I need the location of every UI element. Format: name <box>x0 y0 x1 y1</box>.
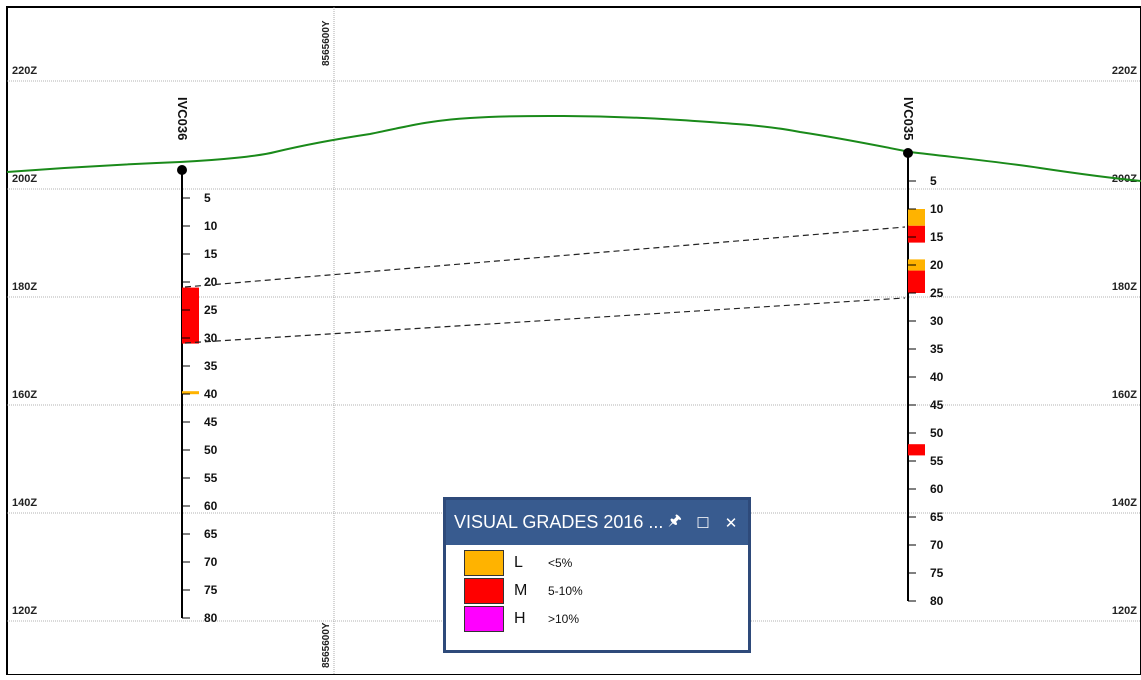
legend-swatch-high <box>464 606 504 632</box>
drillhole-ivc036: IVC036 5 10 15 20 25 30 35 40 45 50 55 60 65 70 75 80 <box>175 97 218 625</box>
elevation-label-right: 180Z <box>1112 281 1137 293</box>
drillhole-collar <box>177 165 187 175</box>
depth-label: 60 <box>204 499 218 513</box>
legend-title: VISUAL GRADES 2016 ... <box>454 512 664 532</box>
depth-label: 15 <box>930 230 944 244</box>
depth-label: 55 <box>930 454 944 468</box>
grade-interval-l <box>908 259 925 271</box>
depth-label: 35 <box>930 342 944 356</box>
grade-interval-m <box>908 444 925 456</box>
depth-label: 75 <box>930 566 944 580</box>
depth-label: 5 <box>204 191 211 205</box>
topography-layer <box>6 114 1141 182</box>
drillholes-layer: IVC0365101520253035404550556065707580IVC… <box>175 97 944 625</box>
depth-label: 10 <box>930 202 944 216</box>
depth-label: 25 <box>930 286 944 300</box>
depth-label: 5 <box>930 174 937 188</box>
depth-label: 40 <box>930 370 944 384</box>
drillhole-name: IVC035 <box>901 97 916 140</box>
depth-label: 40 <box>204 387 218 401</box>
close-icon[interactable]: ✕ <box>724 514 738 532</box>
northing-label-bottom: 8565600Y <box>321 622 332 668</box>
northing-label-top: 8565600Y <box>321 20 332 66</box>
legend-swatch-low <box>464 550 504 576</box>
elevation-label-left: 180Z <box>12 281 37 293</box>
drillhole-ivc035: IVC035 5 10 15 20 25 30 35 40 45 50 55 60 65 70 75 80 <box>901 97 944 608</box>
depth-label: 25 <box>204 303 218 317</box>
grade-interval-m <box>908 225 925 243</box>
legend-code: H <box>514 610 526 627</box>
pin-icon[interactable]: 🖈︎ <box>668 512 682 529</box>
legend-body: L <5% M 5-10% H >10% <box>446 545 748 633</box>
elevation-label-left: 160Z <box>12 389 37 401</box>
legend-titlebar[interactable]: VISUAL GRADES 2016 ... 🖈︎ ☐ ✕ <box>446 500 748 545</box>
depth-label: 70 <box>204 555 218 569</box>
grade-interval-l <box>182 391 199 395</box>
legend-range: <5% <box>548 556 573 570</box>
depth-label: 80 <box>930 594 944 608</box>
elevation-label-left: 200Z <box>12 173 37 185</box>
depth-label: 20 <box>930 258 944 272</box>
depth-label: 10 <box>204 219 218 233</box>
elevation-label-left: 140Z <box>12 497 37 509</box>
depth-label: 55 <box>204 471 218 485</box>
elevation-label-right: 160Z <box>1112 389 1137 401</box>
legend-item-medium: M 5-10% <box>464 577 748 605</box>
depth-label: 50 <box>204 443 218 457</box>
elevation-label-left: 120Z <box>12 605 37 617</box>
grade-interval-m <box>908 270 925 293</box>
depth-label: 65 <box>204 527 218 541</box>
legend-range: >10% <box>548 612 580 626</box>
depth-label: 30 <box>930 314 944 328</box>
elevation-label-right: 140Z <box>1112 497 1137 509</box>
legend-code: L <box>514 554 523 571</box>
depth-label: 50 <box>930 426 944 440</box>
legend-item-low: L <5% <box>464 549 748 577</box>
legend-panel[interactable]: VISUAL GRADES 2016 ... 🖈︎ ☐ ✕ L <5% M 5-… <box>443 497 751 653</box>
legend-code: M <box>514 582 528 599</box>
legend-item-high: H >10% <box>464 605 748 633</box>
correlation-lines <box>184 226 906 344</box>
depth-label: 45 <box>930 398 944 412</box>
topography-line <box>6 114 1141 182</box>
elevation-label-left: 220Z <box>12 65 37 77</box>
depth-label: 20 <box>204 275 218 289</box>
elevation-label-right: 220Z <box>1112 65 1137 77</box>
depth-label: 65 <box>930 510 944 524</box>
depth-label: 75 <box>204 583 218 597</box>
legend-swatch-medium <box>464 578 504 604</box>
depth-label: 30 <box>204 331 218 345</box>
depth-label: 70 <box>930 538 944 552</box>
depth-label: 80 <box>204 611 218 625</box>
depth-label: 45 <box>204 415 218 429</box>
correlation-lower-line <box>184 297 906 344</box>
depth-label: 60 <box>930 482 944 496</box>
legend-range: 5-10% <box>548 584 583 598</box>
drillhole-collar <box>903 148 913 158</box>
elevation-label-right: 120Z <box>1112 605 1137 617</box>
depth-label: 15 <box>204 247 218 261</box>
depth-label: 35 <box>204 359 218 373</box>
maximize-icon[interactable]: ☐ <box>696 514 710 532</box>
correlation-upper-line <box>184 226 906 288</box>
grade-interval-l <box>908 209 925 226</box>
drillhole-name: IVC036 <box>175 97 190 140</box>
grade-interval-m <box>182 287 199 344</box>
